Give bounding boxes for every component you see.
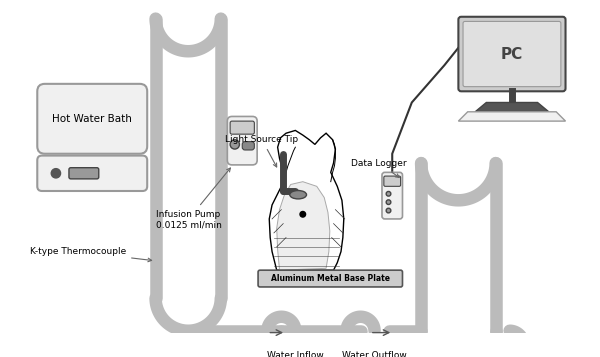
Text: Infusion Pump
0.0125 ml/min: Infusion Pump 0.0125 ml/min	[155, 168, 230, 229]
FancyBboxPatch shape	[382, 172, 403, 219]
Polygon shape	[475, 102, 549, 112]
Circle shape	[386, 200, 391, 205]
Text: Data Logger: Data Logger	[351, 159, 407, 177]
Circle shape	[230, 140, 239, 149]
Text: Water Inflow: Water Inflow	[267, 351, 324, 357]
Polygon shape	[277, 182, 330, 270]
Text: Aluminum Metal Base Plate: Aluminum Metal Base Plate	[271, 274, 390, 283]
FancyBboxPatch shape	[458, 17, 566, 91]
Text: Hot Water Bath: Hot Water Bath	[52, 114, 132, 124]
FancyBboxPatch shape	[384, 176, 401, 186]
Text: Water Outflow: Water Outflow	[342, 351, 407, 357]
Text: K-type Thermocouple: K-type Thermocouple	[30, 247, 152, 262]
FancyBboxPatch shape	[227, 116, 257, 165]
FancyBboxPatch shape	[69, 168, 99, 179]
Polygon shape	[269, 130, 344, 270]
Text: PC: PC	[501, 46, 523, 61]
Circle shape	[386, 208, 391, 213]
Ellipse shape	[290, 191, 307, 199]
FancyBboxPatch shape	[258, 270, 403, 287]
FancyBboxPatch shape	[37, 156, 147, 191]
FancyBboxPatch shape	[463, 21, 561, 87]
Circle shape	[300, 211, 305, 217]
FancyBboxPatch shape	[230, 121, 254, 134]
Circle shape	[386, 191, 391, 196]
Circle shape	[51, 169, 61, 178]
FancyBboxPatch shape	[37, 84, 147, 154]
Polygon shape	[458, 112, 566, 121]
FancyBboxPatch shape	[242, 142, 254, 150]
Text: Light Source Tip: Light Source Tip	[226, 135, 299, 167]
